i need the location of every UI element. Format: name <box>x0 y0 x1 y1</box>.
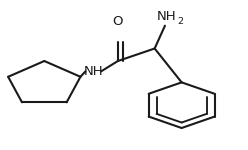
Text: O: O <box>113 15 123 28</box>
Text: NH: NH <box>84 65 103 78</box>
Text: 2: 2 <box>177 17 184 26</box>
Text: NH: NH <box>156 10 176 23</box>
